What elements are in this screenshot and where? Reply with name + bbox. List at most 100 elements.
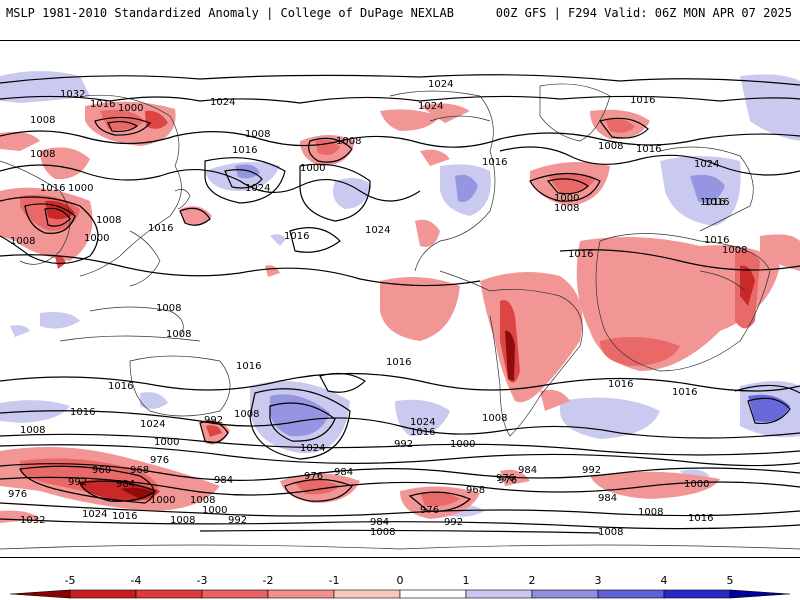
svg-text:1016: 1016 [636,144,661,155]
svg-text:984: 984 [518,465,537,476]
svg-text:976: 976 [304,471,323,482]
svg-text:1000: 1000 [202,505,227,516]
svg-text:1008: 1008 [482,413,507,424]
svg-text:992: 992 [204,415,223,426]
svg-text:1000: 1000 [118,103,143,114]
anomaly-map: 1032 1016 1008 1000 1024 1024 1024 1016 … [0,40,800,558]
colorbar-segment [135,589,203,599]
svg-text:984: 984 [116,479,135,490]
isobars [0,74,800,534]
svg-text:1000: 1000 [300,163,325,174]
svg-text:1008: 1008 [638,507,663,518]
svg-text:1008: 1008 [30,115,55,126]
colorbar-tick-label: -3 [197,574,208,587]
svg-text:992: 992 [394,439,413,450]
model-run-info: 00Z GFS | F294 Valid: 06Z MON APR 07 202… [495,6,792,20]
svg-text:1016: 1016 [70,407,95,418]
svg-text:1016: 1016 [700,197,725,208]
colorbar-segment [729,589,791,599]
svg-text:1024: 1024 [418,101,443,112]
svg-text:1016: 1016 [410,427,435,438]
svg-text:976: 976 [8,489,27,500]
svg-text:1008: 1008 [554,203,579,214]
svg-text:960: 960 [92,465,111,476]
header: MSLP 1981-2010 Standardized Anomaly | Co… [0,0,800,40]
colorbar-segment [9,589,71,599]
svg-text:1008: 1008 [156,303,181,314]
svg-text:1016: 1016 [672,387,697,398]
colorbar-segment [663,589,731,599]
svg-text:1016: 1016 [90,99,115,110]
svg-text:1000: 1000 [554,193,579,204]
colorbar-segment [201,589,269,599]
svg-text:1000: 1000 [84,233,109,244]
svg-text:984: 984 [214,475,233,486]
svg-text:1016: 1016 [630,95,655,106]
coastlines [0,83,800,550]
svg-text:1008: 1008 [598,527,623,538]
svg-text:1032: 1032 [60,89,85,100]
svg-text:1008: 1008 [96,215,121,226]
svg-text:1016: 1016 [148,223,173,234]
colorbar-segment [465,589,533,599]
svg-text:1000: 1000 [154,437,179,448]
svg-text:1000: 1000 [684,479,709,490]
colorbar-segment [333,589,401,599]
colorbar-tick-label: -5 [65,574,76,587]
svg-text:1016: 1016 [704,197,729,208]
colorbar-segment [267,589,335,599]
svg-text:992: 992 [68,477,87,488]
svg-text:1000: 1000 [68,183,93,194]
svg-text:1024: 1024 [300,443,325,454]
colorbar-tick-labels: -5 -4 -3 -2 -1 0 1 2 3 4 5 [65,574,734,587]
svg-text:1008: 1008 [20,425,45,436]
svg-text:1016: 1016 [236,361,261,372]
colorbar-bar [9,589,791,599]
svg-text:984: 984 [334,467,353,478]
svg-text:1032: 1032 [20,515,45,526]
colorbar-tick-label: -4 [131,574,142,587]
svg-text:968: 968 [130,465,149,476]
svg-text:976: 976 [420,505,439,516]
svg-text:1008: 1008 [30,149,55,160]
svg-text:1024: 1024 [365,225,390,236]
svg-text:976: 976 [150,455,169,466]
svg-text:1000: 1000 [150,495,175,506]
svg-text:1016: 1016 [568,249,593,260]
colorbar-tick-label: 5 [727,574,734,587]
svg-text:1008: 1008 [336,136,361,147]
svg-text:984: 984 [598,493,617,504]
svg-text:1024: 1024 [82,509,107,520]
svg-text:1008: 1008 [170,515,195,526]
svg-text:1016: 1016 [608,379,633,390]
svg-text:1008: 1008 [10,236,35,247]
colorbar-tick-label: 0 [397,574,404,587]
svg-text:1024: 1024 [428,79,453,90]
svg-text:1008: 1008 [722,245,747,256]
svg-text:1008: 1008 [234,409,259,420]
svg-text:1024: 1024 [245,183,270,194]
svg-text:992: 992 [582,465,601,476]
colorbar-segment [597,589,665,599]
colorbar-tick-label: -1 [329,574,340,587]
svg-text:1016: 1016 [112,511,137,522]
svg-text:1024: 1024 [410,417,435,428]
svg-text:1008: 1008 [370,527,395,538]
svg-text:1016: 1016 [284,231,309,242]
isobar-labels: 1032 1016 1008 1000 1024 1024 1024 1016 … [8,79,747,538]
svg-text:1008: 1008 [598,141,623,152]
svg-text:984: 984 [370,517,389,528]
map-canvas: 1032 1016 1008 1000 1024 1024 1024 1016 … [0,41,800,557]
colorbar-tick-label: 1 [463,574,470,587]
svg-text:1024: 1024 [694,159,719,170]
colorbar-segment [399,589,467,599]
svg-text:1016: 1016 [386,357,411,368]
colorbar-tick-label: -2 [263,574,274,587]
svg-text:976: 976 [498,475,517,486]
svg-text:968: 968 [466,485,485,496]
colorbar-tick-label: 4 [661,574,668,587]
svg-text:1016: 1016 [704,235,729,246]
svg-text:1008: 1008 [166,329,191,340]
colorbar-tick-label: 3 [595,574,602,587]
colorbar-canvas: -5 -4 -3 -2 -1 0 1 2 3 4 5 [9,574,791,599]
